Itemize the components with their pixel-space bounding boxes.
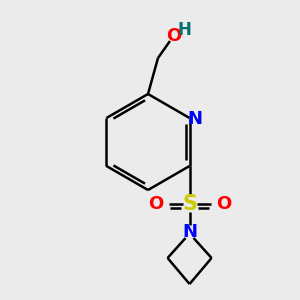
Text: H: H [177, 21, 191, 39]
Text: O: O [216, 195, 231, 213]
Text: O: O [148, 195, 163, 213]
Text: S: S [182, 194, 197, 214]
Text: O: O [167, 27, 182, 45]
Text: N: N [187, 110, 202, 128]
Text: N: N [182, 223, 197, 241]
